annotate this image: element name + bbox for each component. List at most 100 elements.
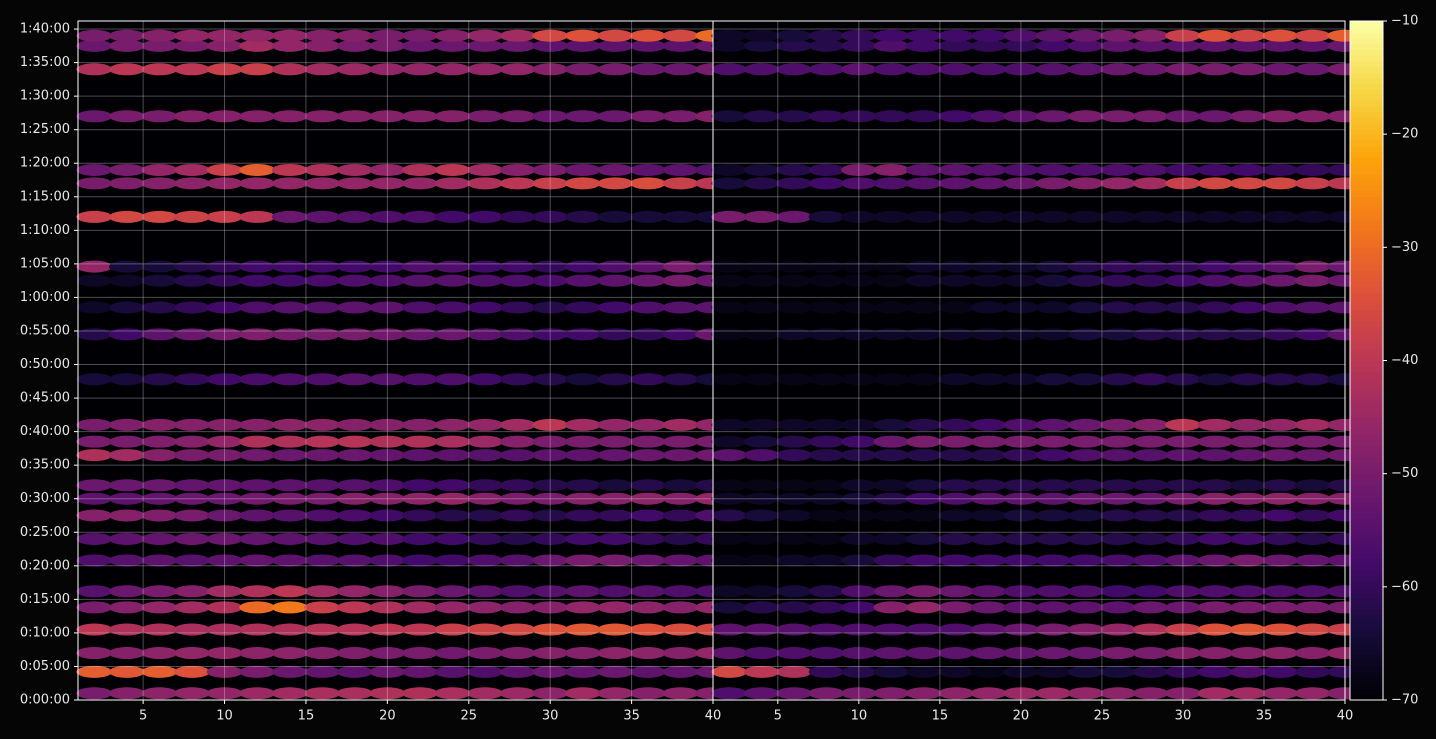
- heat-cell: [1035, 39, 1072, 52]
- heat-cell: [369, 585, 406, 598]
- heat-cell: [141, 328, 178, 341]
- heat-cell: [1003, 210, 1039, 223]
- colorbar-segment: [1350, 541, 1383, 548]
- heat-cell: [174, 479, 210, 492]
- colorbar-segment: [1350, 484, 1383, 492]
- colorbar-segment: [1350, 275, 1383, 282]
- heat-cell: [141, 509, 178, 522]
- plot-area: [78, 21, 713, 700]
- x-tick-label: 30: [542, 709, 559, 724]
- heat-cell: [1100, 585, 1136, 598]
- colorbar-segment: [1350, 213, 1383, 220]
- heat-cell: [1165, 585, 1201, 598]
- heat-cell: [76, 449, 113, 462]
- heat-cell: [239, 532, 276, 545]
- heat-cell: [629, 328, 666, 341]
- heat-cell: [304, 554, 341, 567]
- heat-cell: [369, 373, 406, 386]
- heat-cell: [1294, 665, 1331, 678]
- heat-cell: [1294, 328, 1331, 341]
- heat-cell: [629, 418, 666, 431]
- heat-cell: [369, 435, 406, 448]
- heat-cell: [776, 210, 812, 223]
- heat-cell: [629, 647, 666, 660]
- heat-cell: [467, 63, 503, 76]
- heat-cell: [239, 29, 276, 42]
- heat-cell: [629, 492, 666, 505]
- heat-cell: [108, 449, 145, 462]
- colorbar-segment: [1350, 434, 1383, 441]
- heat-cell: [841, 177, 877, 190]
- y-tick-label: 0:10:00: [20, 625, 70, 640]
- heat-cell: [467, 492, 503, 505]
- heat-cell: [905, 177, 942, 190]
- heat-cell: [873, 328, 910, 341]
- colorbar-segment: [1350, 128, 1383, 135]
- heat-cell: [206, 623, 243, 636]
- heat-cell: [499, 260, 536, 273]
- heat-cell: [467, 328, 503, 341]
- colorbar-segment: [1350, 518, 1383, 526]
- heat-cell: [905, 63, 942, 76]
- colorbar-segment: [1350, 337, 1383, 345]
- heat-cell: [467, 301, 503, 314]
- heat-cell: [1229, 328, 1266, 341]
- heat-cell: [808, 509, 845, 522]
- heat-cell: [206, 29, 243, 42]
- x-tick-label: 5: [139, 709, 147, 724]
- heat-cell: [1294, 418, 1331, 431]
- heat-cell: [174, 585, 210, 598]
- heat-cell: [304, 29, 341, 42]
- heat-cell: [271, 585, 308, 598]
- heat-cell: [239, 479, 276, 492]
- heat-cell: [743, 328, 780, 341]
- heat-cell: [76, 29, 113, 42]
- heat-cell: [336, 479, 373, 492]
- heat-cell: [336, 601, 373, 614]
- heat-cell: [808, 435, 845, 448]
- heat-cell: [499, 110, 536, 123]
- heat-cell: [662, 418, 699, 431]
- heat-cell: [499, 328, 536, 341]
- heat-cell: [808, 492, 845, 505]
- heat-cell: [304, 163, 341, 176]
- heat-cell: [662, 328, 699, 341]
- heat-cell: [271, 163, 308, 176]
- heat-cell: [1003, 479, 1039, 492]
- heat-cell: [467, 554, 503, 567]
- heat-cell: [597, 585, 634, 598]
- heat-cell: [970, 163, 1007, 176]
- heat-cell: [841, 601, 877, 614]
- heat-cell: [304, 110, 341, 123]
- heat-cell: [743, 665, 780, 678]
- heat-cell: [1003, 601, 1039, 614]
- heat-cell: [1197, 585, 1234, 598]
- heat-cell: [938, 585, 974, 598]
- heat-cell: [1165, 509, 1201, 522]
- colorbar-segment: [1350, 524, 1383, 531]
- heat-cell: [1165, 601, 1201, 614]
- heat-cell: [1132, 29, 1169, 42]
- heat-cell: [597, 479, 634, 492]
- heat-cell: [76, 274, 113, 287]
- heat-cell: [970, 110, 1007, 123]
- heat-cell: [1067, 435, 1104, 448]
- heat-cell: [336, 110, 373, 123]
- y-tick-label: 0:15:00: [20, 592, 70, 607]
- heat-cell: [271, 532, 308, 545]
- y-tick-label: 1:00:00: [20, 290, 70, 305]
- heat-cell: [369, 39, 406, 52]
- heat-cell: [776, 39, 812, 52]
- heat-cell: [76, 301, 113, 314]
- heat-cell: [808, 585, 845, 598]
- colorbar-tick-label: −40: [1391, 353, 1418, 368]
- heat-cell: [336, 39, 373, 52]
- heat-cell: [1229, 63, 1266, 76]
- heat-cell: [564, 492, 601, 505]
- heat-cell: [662, 301, 699, 314]
- heat-cell: [1262, 210, 1299, 223]
- heat-cell: [434, 29, 471, 42]
- heat-cell: [206, 328, 243, 341]
- heat-cell: [873, 210, 910, 223]
- heat-cell: [1197, 260, 1234, 273]
